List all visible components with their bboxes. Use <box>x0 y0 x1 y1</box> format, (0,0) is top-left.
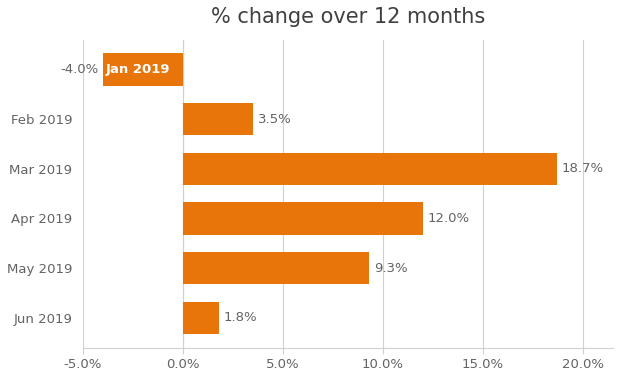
Text: 1.8%: 1.8% <box>224 311 257 324</box>
Bar <box>103 53 183 85</box>
Text: Jan 2019: Jan 2019 <box>106 63 170 76</box>
Text: 18.7%: 18.7% <box>562 162 604 175</box>
Text: -4.0%: -4.0% <box>61 63 99 76</box>
Text: 9.3%: 9.3% <box>374 262 407 275</box>
Bar <box>183 302 219 334</box>
Text: 3.5%: 3.5% <box>258 113 291 125</box>
Bar <box>183 252 369 284</box>
Bar <box>183 153 557 185</box>
Text: 12.0%: 12.0% <box>428 212 470 225</box>
Bar <box>183 202 423 235</box>
Title: % change over 12 months: % change over 12 months <box>211 7 485 27</box>
Bar <box>183 103 253 135</box>
